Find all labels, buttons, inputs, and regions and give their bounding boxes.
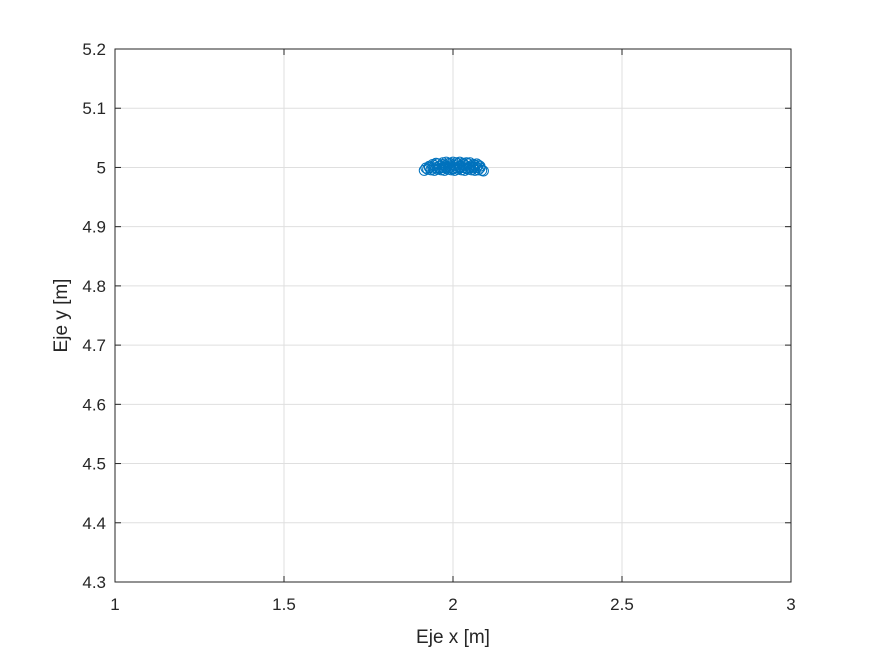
y-tick-label: 4.6 bbox=[82, 395, 106, 414]
y-tick-label: 4.8 bbox=[82, 277, 106, 296]
x-axis-label: Eje x [m] bbox=[416, 627, 490, 648]
data-point bbox=[433, 163, 445, 175]
data-point bbox=[467, 161, 479, 173]
data-point bbox=[461, 163, 473, 175]
y-tick-label: 4.7 bbox=[82, 336, 106, 355]
x-tick-label: 3 bbox=[786, 595, 795, 614]
x-tick-label: 1 bbox=[110, 595, 119, 614]
x-tick-label: 2 bbox=[448, 595, 457, 614]
data-point bbox=[447, 163, 459, 175]
data-point bbox=[440, 156, 452, 168]
y-tick-label: 4.4 bbox=[82, 514, 106, 533]
data-point bbox=[474, 160, 486, 172]
data-point bbox=[454, 156, 466, 168]
data-point bbox=[472, 159, 484, 171]
y-tick-label: 4.3 bbox=[82, 573, 106, 592]
data-points bbox=[418, 156, 489, 177]
x-tick-label: 2.5 bbox=[610, 595, 634, 614]
y-tick-label: 5.1 bbox=[82, 99, 106, 118]
y-axis-label: Eje y [m] bbox=[51, 279, 72, 353]
y-tick-label: 5.2 bbox=[82, 40, 106, 59]
ticks: 1 1.5 2 2.5 3 4.3 4.4 4.5 4.6 4.7 4.8 4.9 5 5.1 5.2 bbox=[82, 40, 795, 614]
x-tick-label: 1.5 bbox=[272, 595, 296, 614]
y-tick-label: 5 bbox=[97, 158, 106, 177]
data-point bbox=[461, 157, 473, 169]
data-point bbox=[447, 156, 459, 168]
y-tick-label: 4.9 bbox=[82, 218, 106, 237]
y-tick-label: 4.5 bbox=[82, 455, 106, 474]
